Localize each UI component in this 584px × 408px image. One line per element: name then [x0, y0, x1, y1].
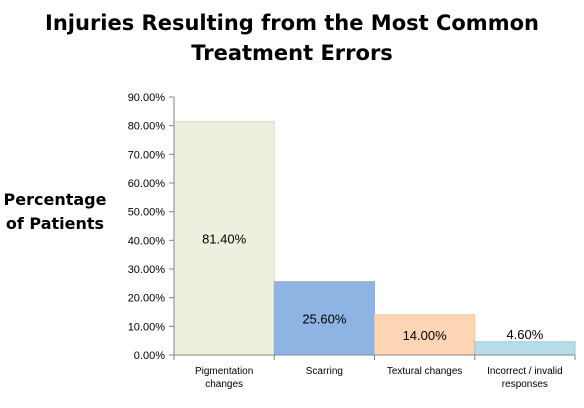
- y-tick-label-4: 40.00%: [128, 235, 166, 247]
- data-label-0: 81.40%: [202, 231, 247, 246]
- chart-title: Injuries Resulting from the Most Common …: [0, 8, 584, 68]
- y-tick-label-5: 50.00%: [128, 207, 166, 219]
- y-tick-label-9: 90.00%: [128, 92, 166, 104]
- y-axis-label: Percentage of Patients: [2, 188, 108, 236]
- y-tick-label-6: 60.00%: [128, 178, 166, 190]
- chart-title-line-1: Injuries Resulting from the Most Common: [45, 11, 539, 35]
- bar-3: [474, 341, 576, 356]
- bar-1: [273, 281, 375, 356]
- category-label-3: Incorrect / invalid responses: [487, 366, 563, 390]
- y-tick-label-8: 80.00%: [128, 121, 166, 133]
- category-label-0: Pigmentation changes: [195, 366, 253, 390]
- data-label-2: 14.00%: [403, 328, 448, 343]
- y-axis-label-line-1: Percentage: [3, 190, 107, 209]
- category-label-1: Scarring: [306, 366, 343, 377]
- y-axis-label-line-2: of Patients: [5, 214, 105, 233]
- bar-2: [374, 314, 476, 356]
- y-tick-label-1: 10.00%: [128, 321, 166, 333]
- y-tick-label-7: 70.00%: [128, 149, 166, 161]
- data-label-1: 25.60%: [302, 311, 347, 326]
- y-tick-label-3: 30.00%: [128, 264, 166, 276]
- chart-title-line-2: Treatment Errors: [191, 41, 393, 65]
- y-tick-label-2: 20.00%: [128, 293, 166, 305]
- y-tick-label-0: 0.00%: [134, 350, 165, 362]
- data-label-3: 4.60%: [506, 327, 543, 342]
- category-label-2: Textural changes: [387, 366, 463, 377]
